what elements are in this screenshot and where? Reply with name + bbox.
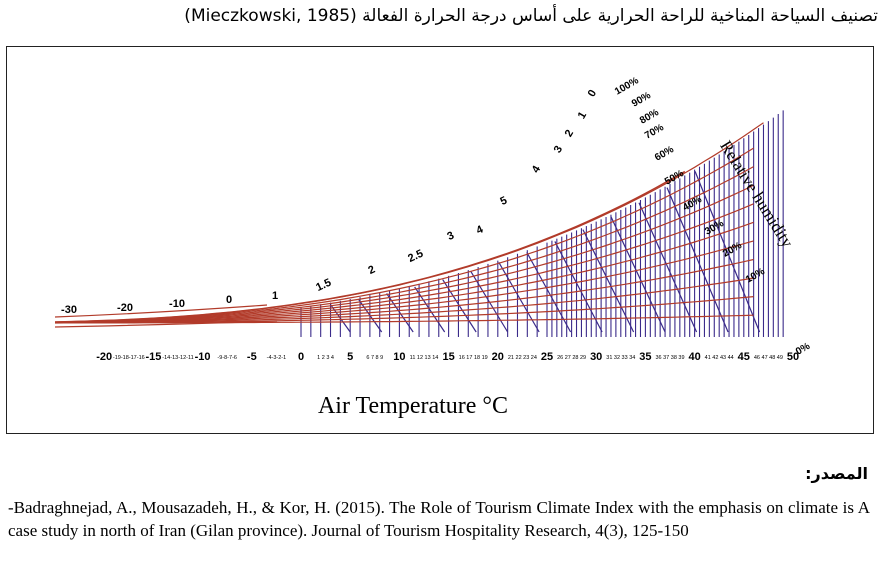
x-tick-label: 0 <box>298 351 304 363</box>
x-tick-label: 5 <box>347 351 353 363</box>
et-line <box>330 304 351 333</box>
x-minor-label: 31 32 33 34 <box>606 355 635 361</box>
curve-label: 2 <box>366 264 377 277</box>
curve-label: 1 <box>272 290 278 302</box>
curve-label: 1 <box>576 110 589 121</box>
x-tick-label: 15 <box>442 351 454 363</box>
x-tick-label: -15 <box>145 351 161 363</box>
curve-label: 3 <box>445 230 456 243</box>
et-line <box>610 216 666 333</box>
x-tick-label: 40 <box>688 351 700 363</box>
x-axis-title: Air Temperature °C <box>318 393 508 419</box>
x-tick-label: 50 <box>787 351 799 363</box>
psychrometric-chart: -20 -15 -10 -5 0 5 10 15 20 25 30 35 40 45 50-19-18-17… <box>54 75 812 419</box>
x-tick-label: 30 <box>590 351 602 363</box>
x-tick-label: 25 <box>541 351 553 363</box>
et-line <box>526 252 572 333</box>
curve-label: 0 <box>586 88 599 99</box>
et-line <box>470 271 509 333</box>
x-minor-label: -9-8-7-6 <box>217 355 237 361</box>
citation: -Badraghnejad, A., Mousazadeh, H., & Kor… <box>8 498 870 540</box>
page-title: تصنيف السياحة المناخية للراحة الحرارية ع… <box>184 6 878 26</box>
et-line <box>554 241 603 333</box>
comfort-diagram: -20 -15 -10 -5 0 5 10 15 20 25 30 35 40 45 50 -19-18-17… <box>6 46 874 434</box>
x-minor-label: 46 47 48 49 <box>754 355 783 361</box>
curve-label: -30 <box>61 304 77 316</box>
curve-label: 1.5 <box>314 277 333 294</box>
rh-label: 90% <box>630 90 653 110</box>
curve-label: 2.5 <box>406 248 425 265</box>
curve-label: 4 <box>474 223 485 237</box>
curve-label: 4 <box>530 163 544 175</box>
curve-label: -20 <box>117 302 133 314</box>
et-line <box>694 171 761 333</box>
x-minor-label: 11 12 13 14 <box>410 355 439 361</box>
rh-curve <box>54 304 268 318</box>
et-line <box>414 286 446 333</box>
rh-axis-title: Relative humidity <box>716 137 797 251</box>
et-line <box>582 229 635 333</box>
curve-label: 3 <box>552 144 565 155</box>
x-tick-label: 20 <box>492 351 504 363</box>
et-line <box>638 202 698 333</box>
x-minor-label: 1 2 3 4 <box>317 355 334 361</box>
x-minor-label: -14-13-12-11 <box>162 355 193 361</box>
x-minor-label: -19-18-17-16 <box>113 355 145 361</box>
rh-curve <box>54 320 278 328</box>
et-line <box>386 293 414 333</box>
x-tick-label: -20 <box>96 351 112 363</box>
source-label: المصدر: <box>805 464 868 483</box>
et-line <box>666 187 729 333</box>
x-minor-label: 21 22 23 24 <box>508 355 537 361</box>
rh-curve <box>54 277 754 324</box>
rh-label: 70% <box>643 122 666 142</box>
rh-curve <box>54 221 754 324</box>
curve-label: -10 <box>169 298 185 310</box>
x-minor-label: 41 42 43 44 <box>705 355 734 361</box>
x-tick-label: 45 <box>738 351 750 363</box>
x-minor-label: 6 7 8 9 <box>366 355 383 361</box>
x-tick-label: -5 <box>247 351 257 363</box>
rh-curve <box>54 314 754 324</box>
x-tick-label: 35 <box>639 351 651 363</box>
rh-label: 100% <box>613 75 641 97</box>
curve-label: 5 <box>498 195 509 208</box>
x-tick-label: -10 <box>195 351 211 363</box>
curve-label: 2 <box>563 128 576 139</box>
x-minor-label: 16 17 18 19 <box>459 355 488 361</box>
envelope-curve <box>54 170 686 323</box>
curve-label: 0 <box>226 294 232 306</box>
rh-curve <box>54 203 754 323</box>
x-tick-label: 10 <box>393 351 405 363</box>
x-minor-label: 36 37 38 39 <box>655 355 684 361</box>
rh-label: 60% <box>653 144 676 164</box>
x-minor-label: -4-3-2-1 <box>267 355 287 361</box>
x-minor-label: 26 27 28 29 <box>557 355 586 361</box>
